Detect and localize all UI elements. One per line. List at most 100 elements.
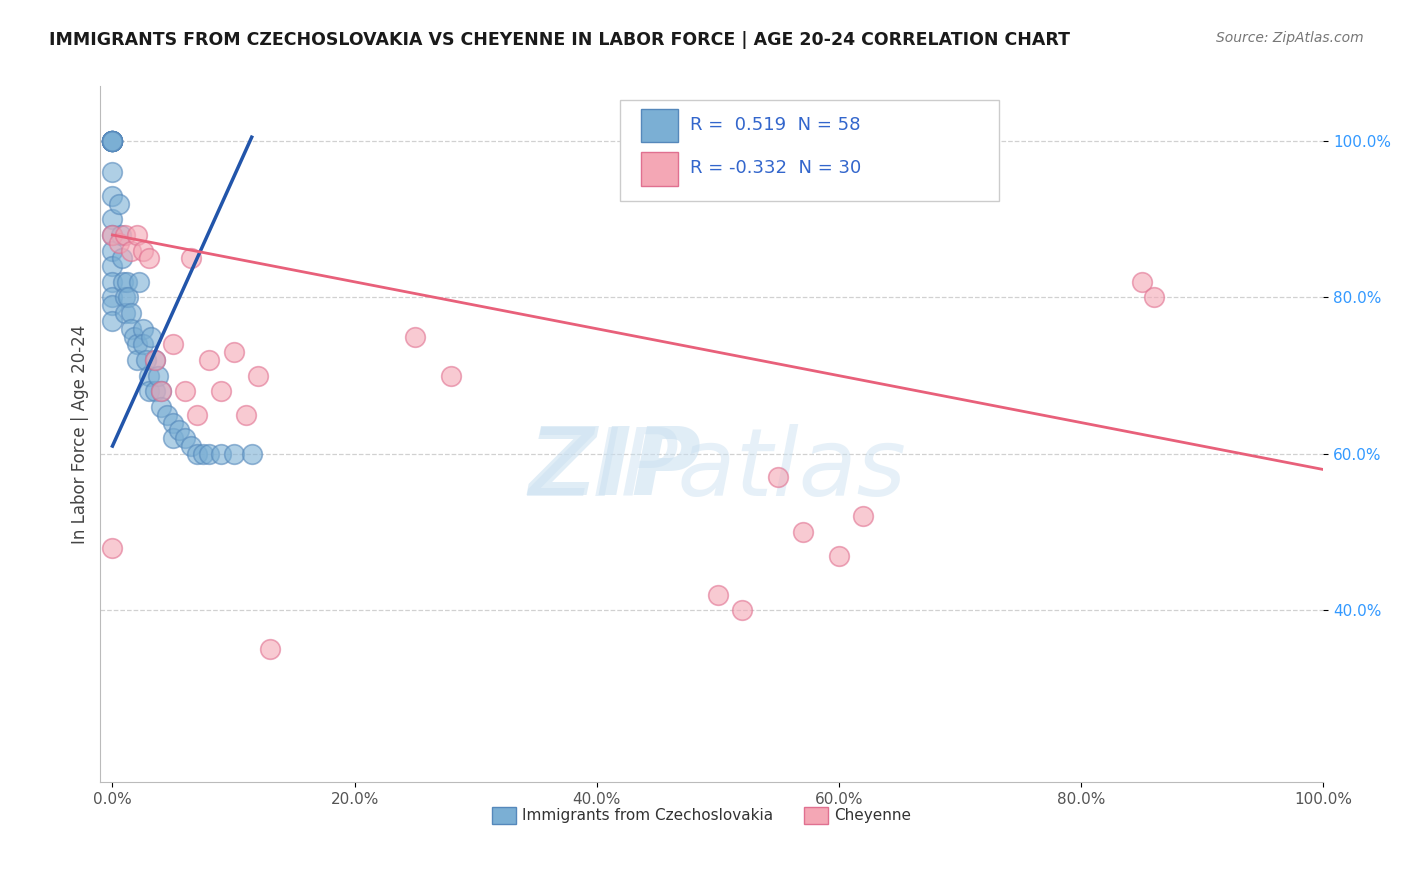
Point [138, 252, 160, 266]
Point [117, 290, 139, 304]
Point [148, 368, 170, 383]
Text: ZIP: ZIP [529, 423, 702, 515]
Bar [492, 806, 516, 824]
Point [162, 431, 184, 445]
Point [440, 368, 463, 383]
Text: IMMIGRANTS FROM CZECHOSLOVAKIA VS CHEYENNE IN LABOR FORCE | AGE 20-24 CORRELATIO: IMMIGRANTS FROM CZECHOSLOVAKIA VS CHEYEN… [49, 31, 1070, 49]
Point [101, 227, 124, 242]
Point [193, 447, 215, 461]
Text: Cheyenne: Cheyenne [834, 808, 911, 823]
Point [101, 314, 124, 328]
Point [101, 134, 124, 148]
Point [852, 509, 875, 524]
Point [101, 189, 124, 203]
Point [101, 227, 124, 242]
Point [180, 439, 202, 453]
Point [132, 337, 155, 351]
Bar [804, 806, 828, 824]
Point [186, 408, 208, 422]
Point [120, 306, 142, 320]
Point [110, 227, 132, 242]
Point [101, 134, 124, 148]
Point [246, 368, 269, 383]
Point [120, 322, 142, 336]
Text: Immigrants from Czechoslovakia: Immigrants from Czechoslovakia [522, 808, 773, 823]
Point [101, 298, 124, 312]
Point [101, 134, 124, 148]
Point [101, 134, 124, 148]
Point [180, 252, 202, 266]
Point [174, 431, 197, 445]
Point [107, 235, 129, 250]
Point [198, 353, 221, 368]
Point [101, 134, 124, 148]
Point [209, 384, 232, 399]
Point [162, 416, 184, 430]
Point [132, 244, 155, 258]
Point [143, 353, 166, 368]
Point [162, 337, 184, 351]
Point [125, 227, 148, 242]
Point [101, 244, 124, 258]
Point [128, 275, 150, 289]
Point [167, 424, 190, 438]
Point [222, 345, 245, 359]
Point [101, 134, 124, 148]
Point [768, 470, 790, 484]
Point [101, 290, 124, 304]
Point [114, 306, 136, 320]
Point [259, 642, 281, 657]
Text: ZIPatlas: ZIPatlas [529, 424, 907, 515]
Point [174, 384, 197, 399]
Point [235, 408, 257, 422]
Point [141, 329, 163, 343]
Point [222, 447, 245, 461]
Bar [641, 109, 678, 142]
Point [240, 447, 263, 461]
Point [1143, 290, 1166, 304]
Point [115, 275, 138, 289]
Point [101, 259, 124, 273]
Point [132, 322, 155, 336]
Point [101, 165, 124, 179]
Point [156, 408, 179, 422]
Point [101, 134, 124, 148]
Point [1130, 275, 1153, 289]
Point [101, 134, 124, 148]
Y-axis label: In Labor Force | Age 20-24: In Labor Force | Age 20-24 [72, 325, 89, 544]
Point [149, 384, 172, 399]
Point [828, 549, 851, 563]
Point [112, 275, 135, 289]
Point [101, 134, 124, 148]
Point [138, 384, 160, 399]
Text: R = -0.332  N = 30: R = -0.332 N = 30 [690, 160, 860, 178]
Point [143, 353, 166, 368]
Point [125, 353, 148, 368]
Point [101, 134, 124, 148]
Point [731, 603, 754, 617]
Point [149, 400, 172, 414]
Point [186, 447, 208, 461]
Point [125, 337, 148, 351]
Point [792, 524, 814, 539]
Point [101, 275, 124, 289]
Bar [641, 153, 678, 186]
Point [135, 353, 157, 368]
Point [101, 212, 124, 227]
Point [111, 252, 134, 266]
Point [114, 227, 136, 242]
Point [120, 244, 142, 258]
Point [143, 384, 166, 399]
Point [122, 329, 145, 343]
Point [101, 134, 124, 148]
Text: Source: ZipAtlas.com: Source: ZipAtlas.com [1216, 31, 1364, 45]
Point [209, 447, 232, 461]
Point [149, 384, 172, 399]
Text: R =  0.519  N = 58: R = 0.519 N = 58 [690, 116, 860, 134]
Point [101, 541, 124, 555]
Point [404, 329, 426, 343]
Point [138, 368, 160, 383]
FancyBboxPatch shape [620, 100, 1000, 202]
Point [198, 447, 221, 461]
Point [107, 196, 129, 211]
